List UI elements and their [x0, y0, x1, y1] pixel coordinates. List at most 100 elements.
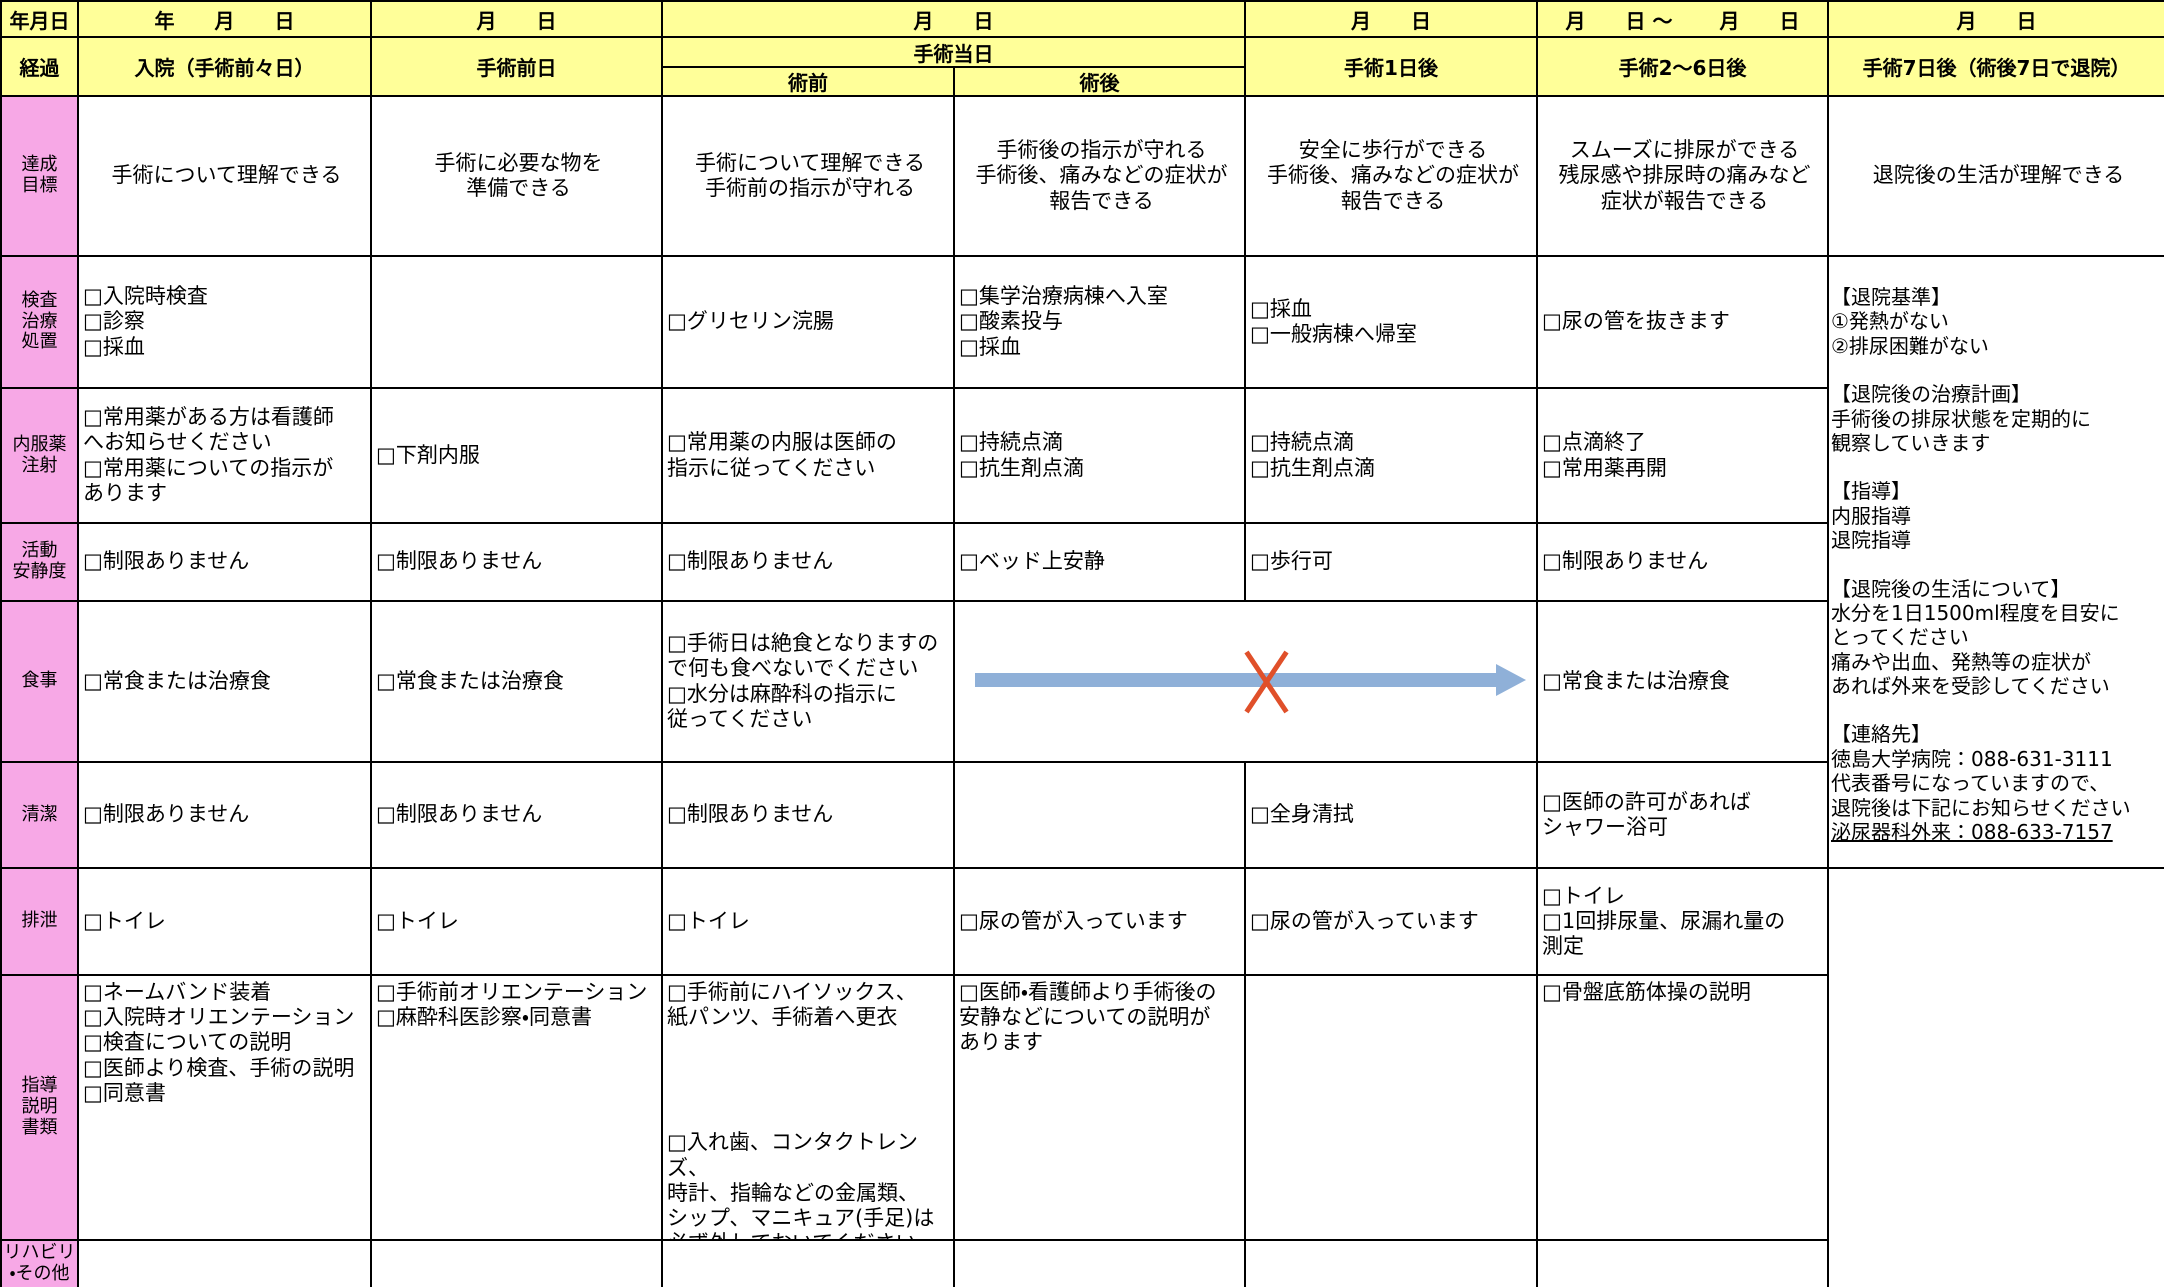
cell-text: □尿の管を抜きます [1542, 309, 1730, 334]
cell-text: □制限ありません [376, 549, 543, 574]
stage-text: 手術当日 [913, 41, 994, 66]
row-label: 検査 治療 処置 [21, 289, 58, 353]
section-line: 内服指導 [1831, 503, 1911, 528]
cell: □手術日は絶食となりますの で何も食べないでください □水分は麻酔科の指示に 従… [663, 602, 955, 763]
cell-text: □持続点滴 □抗生剤点滴 [959, 430, 1084, 480]
sub-stage-text: 術前 [788, 71, 828, 95]
cell-text: □採血 □一般病棟へ帰室 [1250, 296, 1417, 346]
cell: □トイレ [79, 869, 372, 976]
row-label: 内服薬 注射 [12, 433, 67, 476]
section-line: 泌尿器科外来：088-633-7157 [1831, 820, 2113, 845]
cell-text: □常食または治療食 [376, 668, 564, 693]
cell-text: 手術に必要な物を 準備できる [434, 150, 603, 200]
section-line: ②排尿困難がない [1831, 333, 1989, 358]
cell-text: □入院時検査 □診察 □採血 [83, 284, 208, 359]
section-line: 手術後の排尿状態を定期的に [1831, 406, 2091, 431]
date-cell: 月 日 [1246, 2, 1538, 38]
cell: スムーズに排尿ができる 残尿感や排尿時の痛みなど 症状が報告できる [1538, 97, 1829, 257]
date-text: 月 日 [1956, 8, 2037, 33]
cell-text: □常用薬の内服は医師の 指示に従ってください [667, 430, 897, 480]
stage-cell: 手術7日後（術後7日で退院） [1829, 38, 2164, 97]
cell: □制限ありません [372, 763, 663, 869]
section-line: 痛みや出血、発熱等の症状が [1831, 649, 2091, 674]
stage-text: 手術7日後（術後7日で退院） [1862, 56, 2131, 80]
row-label: 達成 目標 [21, 154, 58, 196]
cell-text: □制限ありません [667, 549, 834, 574]
date-cell: 年 月 日 [79, 2, 372, 38]
row-label-cell: 排泄 [2, 869, 79, 976]
stage-cell: 手術前日 [372, 38, 663, 97]
cell-text: □制限ありません [376, 802, 543, 827]
section-line: 退院後は下記にお知らせください [1831, 795, 2131, 820]
cell: □ネームバンド装着 □入院時オリエンテーション □検査についての説明 □医師より… [79, 976, 372, 1241]
cell-text: □ベッド上安静 [959, 549, 1105, 574]
section-line: とってください [1831, 625, 1969, 650]
cell: □トイレ [372, 869, 663, 976]
date-cell: 月 日 [372, 2, 663, 38]
row-label-cell: 活動 安静度 [2, 524, 79, 602]
cell: □下剤内服 [372, 389, 663, 524]
cell [955, 763, 1246, 869]
cell-text: スムーズに排尿ができる 残尿感や排尿時の痛みなど 症状が報告できる [1558, 138, 1811, 213]
cell: □点滴終了 □常用薬再開 [1538, 389, 1829, 524]
cell-text: □トイレ □1回排尿量、尿漏れ量の 測定 [1542, 883, 1786, 959]
row-label-cell: 清潔 [2, 763, 79, 869]
cell: □制限ありません [663, 524, 955, 602]
stage-text: 手術2～6日後 [1618, 56, 1747, 80]
cell-text: 手術について理解できる 手術前の指示が守れる [695, 150, 925, 200]
cell-text: □グリセリン浣腸 [667, 309, 834, 334]
section-line: 徳島大学病院：088-631-3111 [1831, 746, 2113, 771]
cell-text: □下剤内服 [376, 442, 480, 467]
cell: □常用薬がある方は看護師 へお知らせください □常用薬についての指示が あります [79, 389, 372, 524]
stage-label: 経過 [19, 56, 60, 80]
cell: □常食または治療食 [1538, 602, 1829, 763]
cell: □グリセリン浣腸 [663, 257, 955, 389]
cell: □常用薬の内服は医師の 指示に従ってください [663, 389, 955, 524]
section-line: 退院指導 [1831, 528, 1911, 553]
date-cell: 月 日 ～ 月 日 [1538, 2, 1829, 38]
cell-text: □手術前にハイソックス、 紙パンツ、手術着へ更衣 [667, 980, 917, 1030]
cell [372, 257, 663, 389]
cell [372, 1241, 663, 1287]
section-heading: 【退院基準】 [1831, 285, 1951, 309]
cell-text: □医師・看護師より手術後の 安静などについての説明が あります [959, 980, 1217, 1055]
cell: □骨盤底筋体操の説明 [1538, 976, 1829, 1241]
cell: □常食または治療食 [79, 602, 372, 763]
cell-text: □ネームバンド装着 □入院時オリエンテーション □検査についての説明 □医師より… [83, 980, 355, 1105]
row-label: 食事 [21, 670, 58, 692]
cell-text: □トイレ [376, 908, 459, 933]
cell: □制限ありません [663, 763, 955, 869]
cell-text: 手術について理解できる [111, 163, 342, 188]
cell [79, 1241, 372, 1287]
row-label: 指導 説明 書類 [21, 1075, 58, 1138]
stage-cell: 手術2～6日後 [1538, 38, 1829, 97]
cell-text: □持続点滴 □抗生剤点滴 [1250, 430, 1375, 480]
section-heading: 【退院後の生活について】 [1831, 576, 2071, 601]
cell: □トイレ [663, 869, 955, 976]
cell: □制限ありません [1538, 524, 1829, 602]
section-line: 代表番号になっていますので、 [1831, 771, 2110, 796]
row-label-cell: 内服薬 注射 [2, 389, 79, 524]
section-line: ①発熱がない [1831, 309, 1949, 334]
empty-cell [1829, 869, 2164, 1287]
sub-stage-cell: 術後 [955, 68, 1246, 97]
stage-cell: 入院（手術前々日） [79, 38, 372, 97]
cell: □尿の管が入っています [955, 869, 1246, 976]
cell-text: □入れ歯、コンタクトレンズ、 時計、指輪などの金属類、 シップ、マニキュア(手足… [667, 1130, 935, 1239]
cell: □歩行可 [1246, 524, 1538, 602]
stage-label-cell: 経過 [2, 38, 79, 97]
cell: 手術に必要な物を 準備できる [372, 97, 663, 257]
cell: □制限ありません [79, 524, 372, 602]
cell-text: □尿の管が入っています [1250, 908, 1479, 933]
cell [1246, 976, 1538, 1241]
date-label-cell: 年月日 [2, 2, 79, 38]
cell-text: □手術日は絶食となりますの で何も食べないでください □水分は麻酔科の指示に 従… [667, 631, 939, 731]
cell-text: □制限ありません [1542, 549, 1709, 574]
fasting-arrow [975, 650, 1526, 714]
row-label: リハビリ ・その他 [3, 1242, 76, 1284]
cell: □制限ありません [79, 763, 372, 869]
stage-cell: 手術当日 [663, 38, 1246, 68]
row-label-cell: リハビリ ・その他 [2, 1241, 79, 1287]
row-label: 清潔 [21, 803, 58, 825]
cell-text: 退院後の生活が理解できる [1872, 163, 2125, 188]
